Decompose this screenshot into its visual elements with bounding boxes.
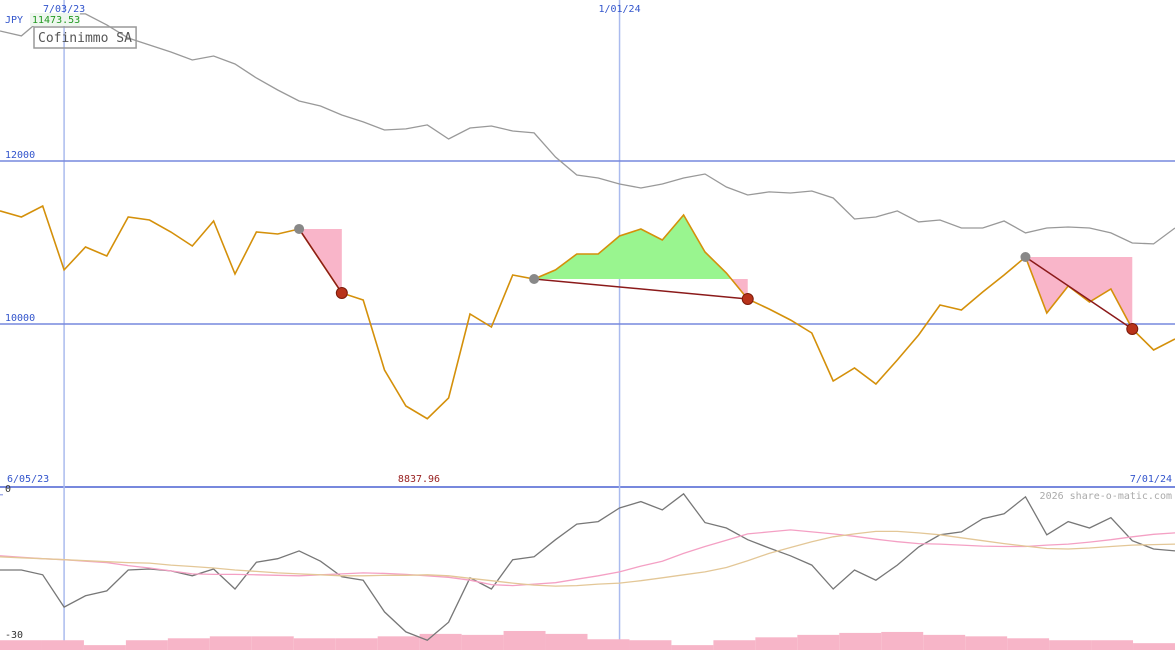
volume-bar <box>965 636 1008 650</box>
low-label: 8837.96 <box>398 474 440 485</box>
series-line <box>0 204 1175 420</box>
volume-bar <box>293 638 336 650</box>
x-tick-label: 1/01/24 <box>598 4 640 15</box>
credit: 2026 share-o-matic.com <box>1040 491 1172 502</box>
volume-bar <box>923 634 966 650</box>
volume-bar <box>377 636 420 650</box>
pattern-end <box>741 292 754 305</box>
y-tick-label: 12000 <box>5 150 35 161</box>
volume-bar <box>41 640 84 650</box>
volume-bar <box>419 633 462 650</box>
volume-bar <box>1007 638 1050 650</box>
volume-bar <box>755 637 798 650</box>
pattern-end <box>335 287 348 300</box>
volume-bar <box>629 640 672 650</box>
series-line <box>0 492 1175 641</box>
volume-bar <box>881 631 924 650</box>
chart-title: Cofinimmo SA <box>38 31 132 46</box>
volume-bar <box>167 638 210 650</box>
pattern-line <box>1025 256 1133 330</box>
volume-bar <box>209 636 252 650</box>
price-badge <box>30 13 80 26</box>
volume-bar <box>671 645 714 650</box>
volume-bar <box>1133 643 1175 650</box>
pattern-start <box>529 273 540 284</box>
last-price: 11473.53 <box>32 15 80 26</box>
series-line <box>0 13 1175 245</box>
pattern-start <box>1020 251 1031 262</box>
lines <box>0 13 1175 641</box>
pattern-line <box>534 278 748 300</box>
pattern-start <box>294 223 305 234</box>
volume-bar <box>839 632 882 650</box>
title-box <box>33 26 137 49</box>
volume-bar <box>83 645 126 650</box>
y-tick-label: 0 <box>5 484 11 495</box>
volume-bar <box>461 634 504 650</box>
volume-bar <box>335 638 378 650</box>
fills <box>0 215 1175 650</box>
volume-bar <box>713 640 756 650</box>
markers <box>294 223 1139 335</box>
volume-bar <box>125 640 168 650</box>
volume-bar <box>0 640 42 650</box>
volume-bar <box>251 636 294 650</box>
y-tick-label: -30 <box>5 630 23 641</box>
y-tick-label: 10000 <box>5 313 35 324</box>
series-line <box>0 530 1175 587</box>
pattern-fill <box>299 228 342 294</box>
range-end: 7/01/24 <box>1130 474 1172 485</box>
volume-bar <box>587 639 630 650</box>
range-start: 6/05/23 <box>7 474 49 485</box>
volume-bar <box>503 630 546 650</box>
volume-bar <box>797 634 840 650</box>
volume-bar <box>1091 640 1134 650</box>
volume-bar <box>1049 640 1092 650</box>
pattern-line <box>298 228 343 294</box>
currency: JPY <box>5 15 23 26</box>
pattern-end <box>1126 322 1139 335</box>
volume-bar <box>545 633 588 650</box>
x-tick-label: 7/03/23 <box>43 4 85 15</box>
series-line <box>0 529 1175 587</box>
pattern-fill <box>534 215 748 279</box>
